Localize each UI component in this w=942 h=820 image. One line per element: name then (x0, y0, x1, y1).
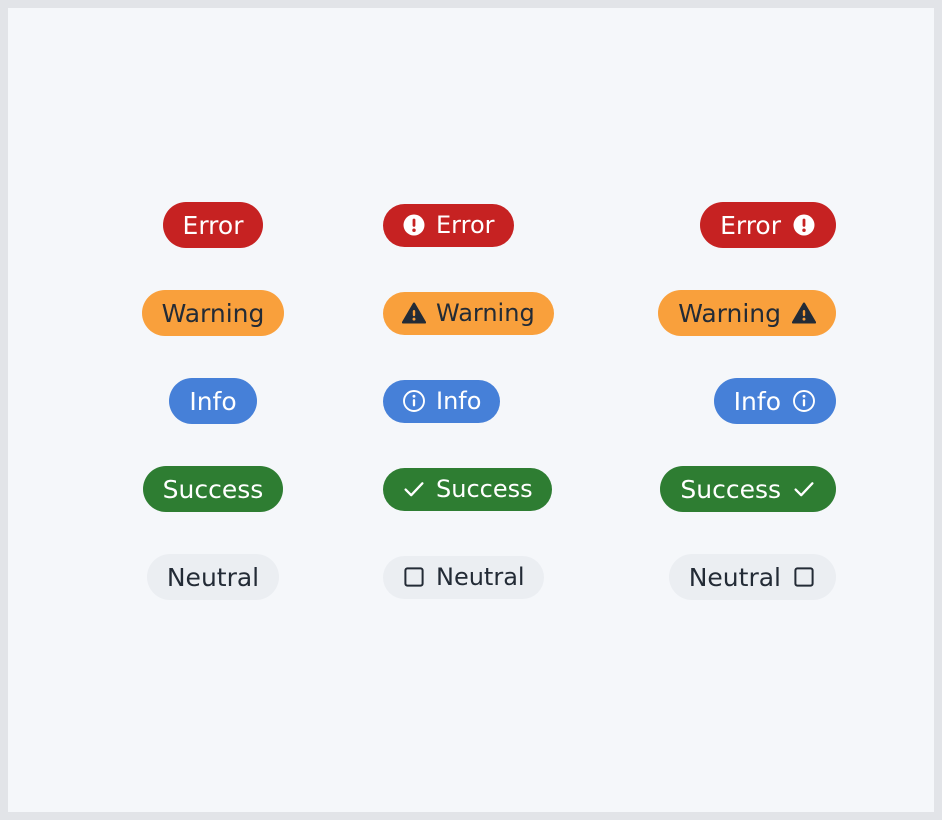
badge-error-icon-leading[interactable]: Error (383, 203, 514, 247)
badge-info-text-only[interactable]: Info (169, 378, 257, 424)
badge-error-icon-trailing[interactable]: Error (700, 202, 836, 248)
badge-info-icon-trailing[interactable]: Info (713, 378, 836, 424)
badge-row-error: Error Error Error (8, 195, 934, 255)
badge-label: Error (436, 211, 495, 239)
badge-cell-error-icon-leading: Error (338, 195, 608, 255)
badge-cell-warning-text-only: Warning (88, 283, 338, 343)
badge-label: Neutral (166, 562, 260, 592)
check-icon (402, 477, 426, 501)
badge-label: Success (162, 474, 264, 504)
badge-cell-error-text-only: Error (88, 195, 338, 255)
badge-success-text-only[interactable]: Success (142, 466, 284, 512)
info-circle-icon (792, 389, 816, 413)
check-icon (792, 477, 816, 501)
badge-warning-text-only[interactable]: Warning (141, 290, 285, 336)
badge-row-info: Info Info Info (8, 371, 934, 431)
warning-triangle-icon (402, 301, 426, 325)
badge-label: Warning (678, 298, 781, 328)
badge-label: Info (436, 387, 482, 415)
badge-cell-success-icon-trailing: Success (608, 459, 878, 519)
badge-error-text-only[interactable]: Error (162, 202, 264, 248)
badge-cell-success-icon-leading: Success (338, 459, 608, 519)
badge-cell-neutral-icon-leading: Neutral (338, 547, 608, 607)
square-outline-icon (402, 565, 426, 589)
badge-warning-icon-leading[interactable]: Warning (383, 291, 554, 335)
badge-neutral-icon-trailing[interactable]: Neutral (668, 554, 836, 600)
badge-success-icon-leading[interactable]: Success (383, 467, 552, 511)
badge-success-icon-trailing[interactable]: Success (660, 466, 836, 512)
badge-neutral-icon-leading[interactable]: Neutral (383, 555, 544, 599)
badge-cell-warning-icon-trailing: Warning (608, 283, 878, 343)
badge-label: Info (189, 386, 237, 416)
badge-label: Success (436, 475, 533, 503)
badge-cell-warning-icon-leading: Warning (338, 283, 608, 343)
badge-label: Success (680, 474, 781, 504)
badge-row-neutral: Neutral Neutral Neutral (8, 547, 934, 607)
exclamation-circle-icon (402, 213, 426, 237)
info-circle-icon (402, 389, 426, 413)
badge-label: Error (720, 210, 781, 240)
badge-cell-success-text-only: Success (88, 459, 338, 519)
badge-row-success: Success Success Success (8, 459, 934, 519)
badge-label: Neutral (688, 562, 781, 592)
badge-label: Error (182, 210, 244, 240)
warning-triangle-icon (792, 301, 816, 325)
badge-cell-neutral-text-only: Neutral (88, 547, 338, 607)
badge-warning-icon-trailing[interactable]: Warning (658, 290, 836, 336)
badge-grid: Error Error Error Warning Warning Warning Info… (8, 8, 934, 812)
exclamation-circle-icon (792, 213, 816, 237)
badge-label: Info (733, 386, 781, 416)
badge-cell-info-icon-trailing: Info (608, 371, 878, 431)
badge-label: Warning (161, 298, 265, 328)
badge-cell-info-text-only: Info (88, 371, 338, 431)
badge-info-icon-leading[interactable]: Info (383, 379, 501, 423)
badge-showcase-canvas: Error Error Error Warning Warning Warning Info… (8, 8, 934, 812)
badge-label: Warning (436, 299, 535, 327)
badge-neutral-text-only[interactable]: Neutral (146, 554, 280, 600)
badge-label: Neutral (436, 563, 525, 591)
badge-cell-neutral-icon-trailing: Neutral (608, 547, 878, 607)
badge-row-warning: Warning Warning Warning (8, 283, 934, 343)
square-outline-icon (792, 565, 816, 589)
badge-cell-error-icon-trailing: Error (608, 195, 878, 255)
badge-cell-info-icon-leading: Info (338, 371, 608, 431)
